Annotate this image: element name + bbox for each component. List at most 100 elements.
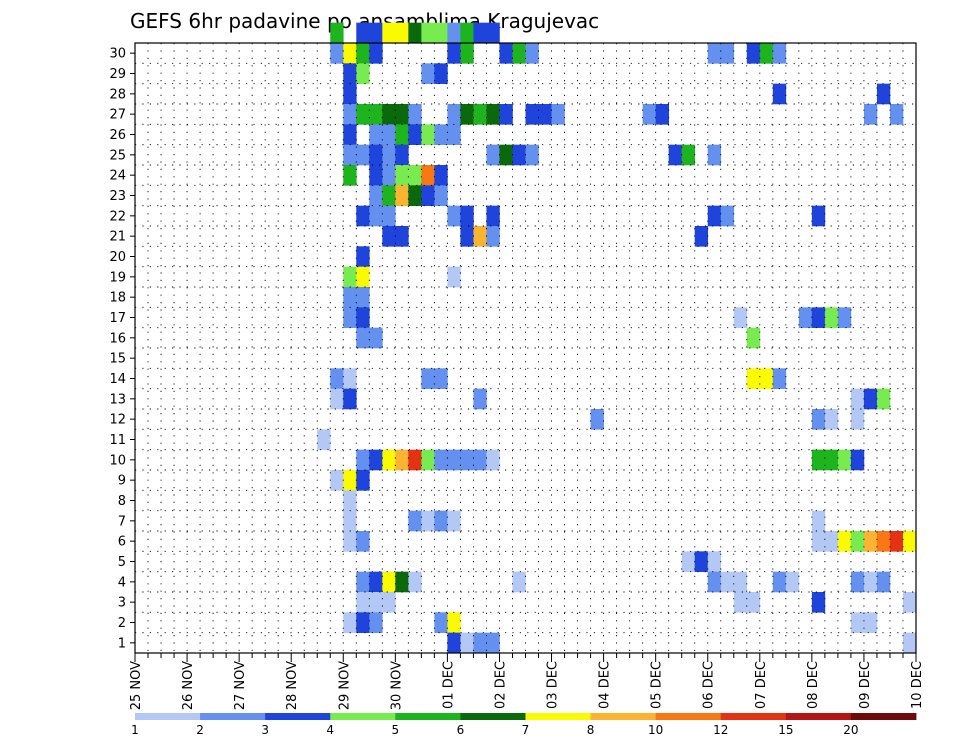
colorbar-swatch [330,713,396,720]
colorbar-swatch [200,713,266,720]
heatmap-cell [408,104,422,125]
heatmap-cell [369,612,383,633]
heatmap-cell [512,43,526,64]
heatmap-cell [421,185,435,206]
y-tick-label: 10 [109,453,126,468]
colorbar-label: 12 [713,723,728,737]
heatmap-cell [369,185,383,206]
x-tick-label: 26 NOV [181,661,196,710]
heatmap-cell [811,510,826,532]
y-tick-label: 24 [109,169,126,184]
heatmap-cell [421,449,435,471]
colorbar-swatch [395,713,461,720]
heatmap-cell [343,63,357,84]
heatmap-cell [733,571,748,593]
y-tick-label: 12 [109,413,126,428]
heatmap-cell [369,43,383,64]
y-tick-label: 16 [109,331,126,346]
heatmap-cell [876,571,891,593]
heatmap-cell [356,246,370,267]
heatmap-cell [447,632,461,654]
heatmap-cell [421,63,435,84]
heatmap-cell [850,388,865,410]
x-tick-label: 25 NOV [129,661,144,710]
heatmap-cell [837,449,852,471]
heatmap-cell [330,388,344,410]
y-tick-label: 2 [118,616,126,631]
heatmap-cell [707,43,722,64]
y-tick-label: 13 [109,392,126,407]
heatmap-cell [343,144,357,166]
heatmap-cell [356,144,370,166]
heatmap-cell [343,510,357,532]
x-tick-label: 28 NOV [285,661,300,710]
heatmap-cell [447,124,461,145]
heatmap-cell [356,571,370,593]
heatmap-cell [486,449,500,471]
heatmap-cell [876,388,891,410]
y-tick-label: 18 [109,291,126,306]
heatmap-cell [642,104,656,125]
heatmap-cell [863,104,878,125]
heatmap-cell [824,449,839,471]
heatmap-cell [343,83,357,105]
heatmap-cell [798,307,813,328]
heatmap-cell [512,144,526,166]
heatmap-cell [720,571,735,593]
y-tick-label: 19 [109,270,126,285]
colorbar-label: 8 [587,723,595,737]
colorbar-swatch [135,713,201,720]
heatmap-cell [473,449,487,471]
y-tick-label: 29 [109,67,126,82]
heatmap-cell [369,205,383,227]
heatmap-cell [785,571,800,593]
heatmap-cell [369,104,383,125]
heatmap-cell [811,205,826,227]
colorbar-label: 20 [843,723,858,737]
x-tick-label: 30 NOV [389,661,404,710]
heatmap-cell [499,43,513,64]
heatmap-cell [681,551,696,572]
heatmap-cell [434,124,448,145]
heatmap-cell [356,449,370,471]
heatmap-cell [525,104,539,125]
y-tick-label: 28 [109,87,126,102]
heatmap-cell [343,490,357,511]
heatmap-cell [356,327,370,349]
heatmap-cell [681,144,696,166]
y-tick-label: 20 [109,250,126,265]
heatmap-cell [733,592,748,613]
y-tick-label: 17 [109,311,126,326]
heatmap-cell [889,104,904,125]
heatmap-cell [811,531,826,552]
y-tick-label: 22 [109,209,126,224]
heatmap-cell [408,571,422,593]
y-tick-label: 3 [118,596,126,611]
heatmap-cell [434,165,448,186]
heatmap-cell [538,104,552,125]
heatmap-cell [863,571,878,593]
x-tick-label: 03 DEC [546,661,561,709]
heatmap-cells [317,22,917,654]
colorbar: 1 2 3 4 5 6 7 8 10 12 15 20 [131,713,917,737]
heatmap-cell [902,592,917,613]
heatmap-cell [824,307,839,328]
heatmap-cell [356,63,370,84]
heatmap-cell [343,124,357,145]
heatmap-cell [395,124,409,145]
heatmap-cell [395,226,409,247]
y-tick-label: 5 [118,555,126,570]
x-tick-label: 07 DEC [754,661,769,709]
x-tick-label: 08 DEC [806,661,821,709]
heatmap-cell [356,612,370,633]
x-tick-label: 02 DEC [493,661,508,709]
heatmap-cell [473,104,487,125]
heatmap-cell [655,104,669,125]
x-tick-label: 27 NOV [233,661,248,710]
heatmap-cell [811,409,826,430]
heatmap-cell [395,165,409,186]
heatmap-cell [863,388,878,410]
heatmap-cell [343,368,357,389]
heatmap-cell [356,470,370,491]
heatmap-cell [356,43,370,64]
